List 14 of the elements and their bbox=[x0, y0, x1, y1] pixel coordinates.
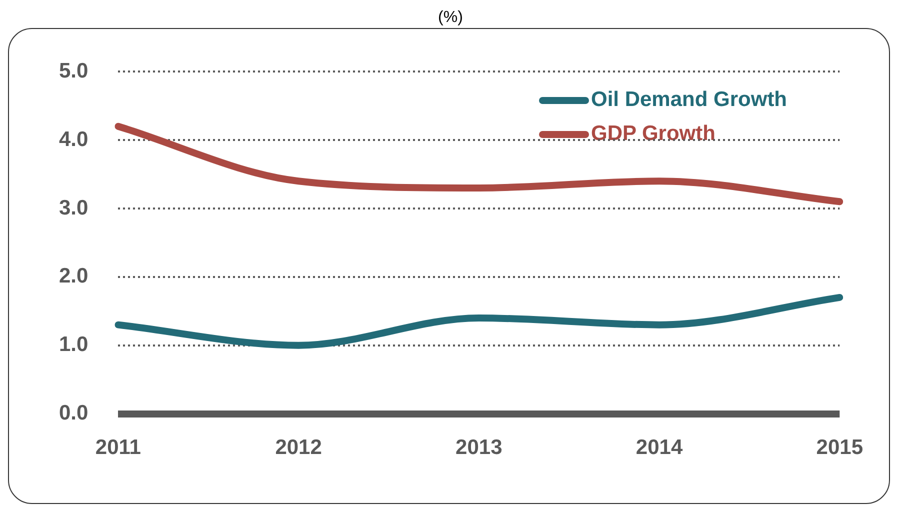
legend-label: Oil Demand Growth bbox=[591, 88, 788, 112]
y-tick-label: 5.0 bbox=[58, 59, 88, 82]
y-tick-label: 1.0 bbox=[58, 333, 88, 356]
x-tick-label: 2011 bbox=[95, 436, 142, 460]
chart-title: (%) bbox=[437, 8, 464, 28]
y-tick-label: 3.0 bbox=[58, 196, 88, 220]
x-tick-label: 2015 bbox=[816, 436, 864, 460]
x-tick-label: 2013 bbox=[456, 436, 502, 460]
legend-label: GDP Growth bbox=[591, 122, 716, 146]
y-tick-label: 2.0 bbox=[58, 264, 88, 288]
y-tick-label: 4.0 bbox=[58, 128, 88, 151]
x-tick-label: 2014 bbox=[636, 436, 683, 460]
x-tick-label: 2012 bbox=[275, 436, 322, 460]
y-tick-label: 0.0 bbox=[58, 402, 88, 425]
